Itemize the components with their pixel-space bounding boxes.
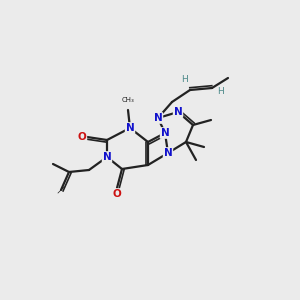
Text: N: N xyxy=(164,148,172,158)
Text: H: H xyxy=(217,88,224,97)
Text: N: N xyxy=(126,123,134,133)
Text: H: H xyxy=(182,76,188,85)
Text: CH₃: CH₃ xyxy=(122,97,134,103)
Text: N: N xyxy=(160,128,169,138)
Text: N: N xyxy=(103,152,111,162)
Text: O: O xyxy=(78,132,86,142)
Text: N: N xyxy=(174,107,182,117)
Text: N: N xyxy=(154,113,162,123)
Text: O: O xyxy=(112,189,122,199)
